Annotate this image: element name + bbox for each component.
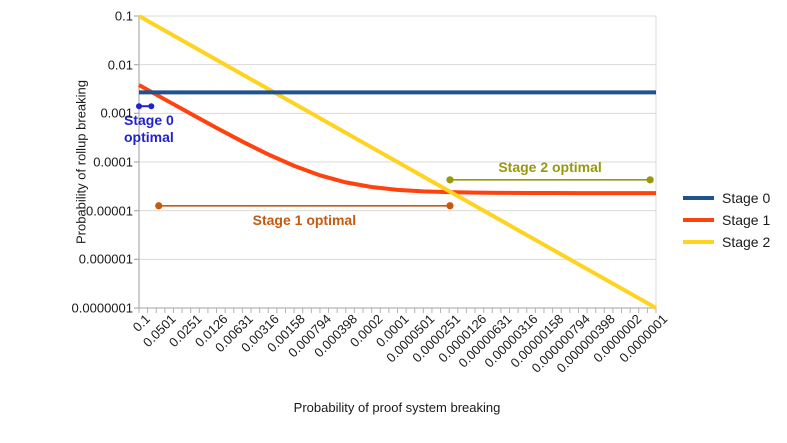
x-axis-title: Probability of proof system breaking — [293, 400, 501, 415]
y-tick-label: 0.1 — [114, 8, 133, 24]
legend-swatch-stage-1 — [683, 218, 714, 222]
series-line-stage-1 — [138, 83, 656, 196]
legend-item-stage-0: Stage 0 — [683, 187, 770, 209]
y-tick-label: 0.0001 — [93, 154, 133, 170]
y-tick-label: 0.001 — [100, 105, 133, 121]
annotation-dot-stage-1-optimal — [155, 202, 163, 210]
annotation-dot-stage-1-optimal — [446, 202, 454, 210]
legend: Stage 0 Stage 1 Stage 2 — [683, 187, 770, 253]
annotation-dot-stage-0-optimal — [136, 103, 142, 110]
y-tick-label: 0.00001 — [86, 203, 133, 219]
legend-item-stage-1: Stage 1 — [683, 209, 770, 231]
legend-swatch-stage-2 — [683, 240, 714, 244]
legend-item-stage-2: Stage 2 — [683, 231, 770, 253]
annotation-dot-stage-0-optimal — [148, 103, 155, 110]
annotation-dot-stage-2-optimal — [446, 176, 454, 184]
y-tick-label: 0.000001 — [78, 251, 133, 267]
series-line-stage-2 — [138, 14, 657, 310]
legend-label-stage-1: Stage 1 — [722, 212, 771, 228]
y-tick-label: 0.0000001 — [71, 300, 133, 316]
y-tick-label: 0.01 — [107, 57, 133, 73]
y-axis-title: Probability of rollup breaking — [73, 79, 89, 245]
legend-label-stage-2: Stage 2 — [722, 234, 771, 250]
annotation-dot-stage-2-optimal — [646, 176, 654, 184]
annotation-label-stage-2-optimal: Stage 2 optimal — [498, 158, 602, 175]
annotation-label-stage-0-optimal: Stage 0 optimal — [124, 112, 174, 146]
annotation-label-stage-1-optimal: Stage 1 optimal — [252, 211, 357, 228]
legend-label-stage-0: Stage 0 — [722, 190, 771, 206]
legend-swatch-stage-0 — [683, 196, 714, 200]
